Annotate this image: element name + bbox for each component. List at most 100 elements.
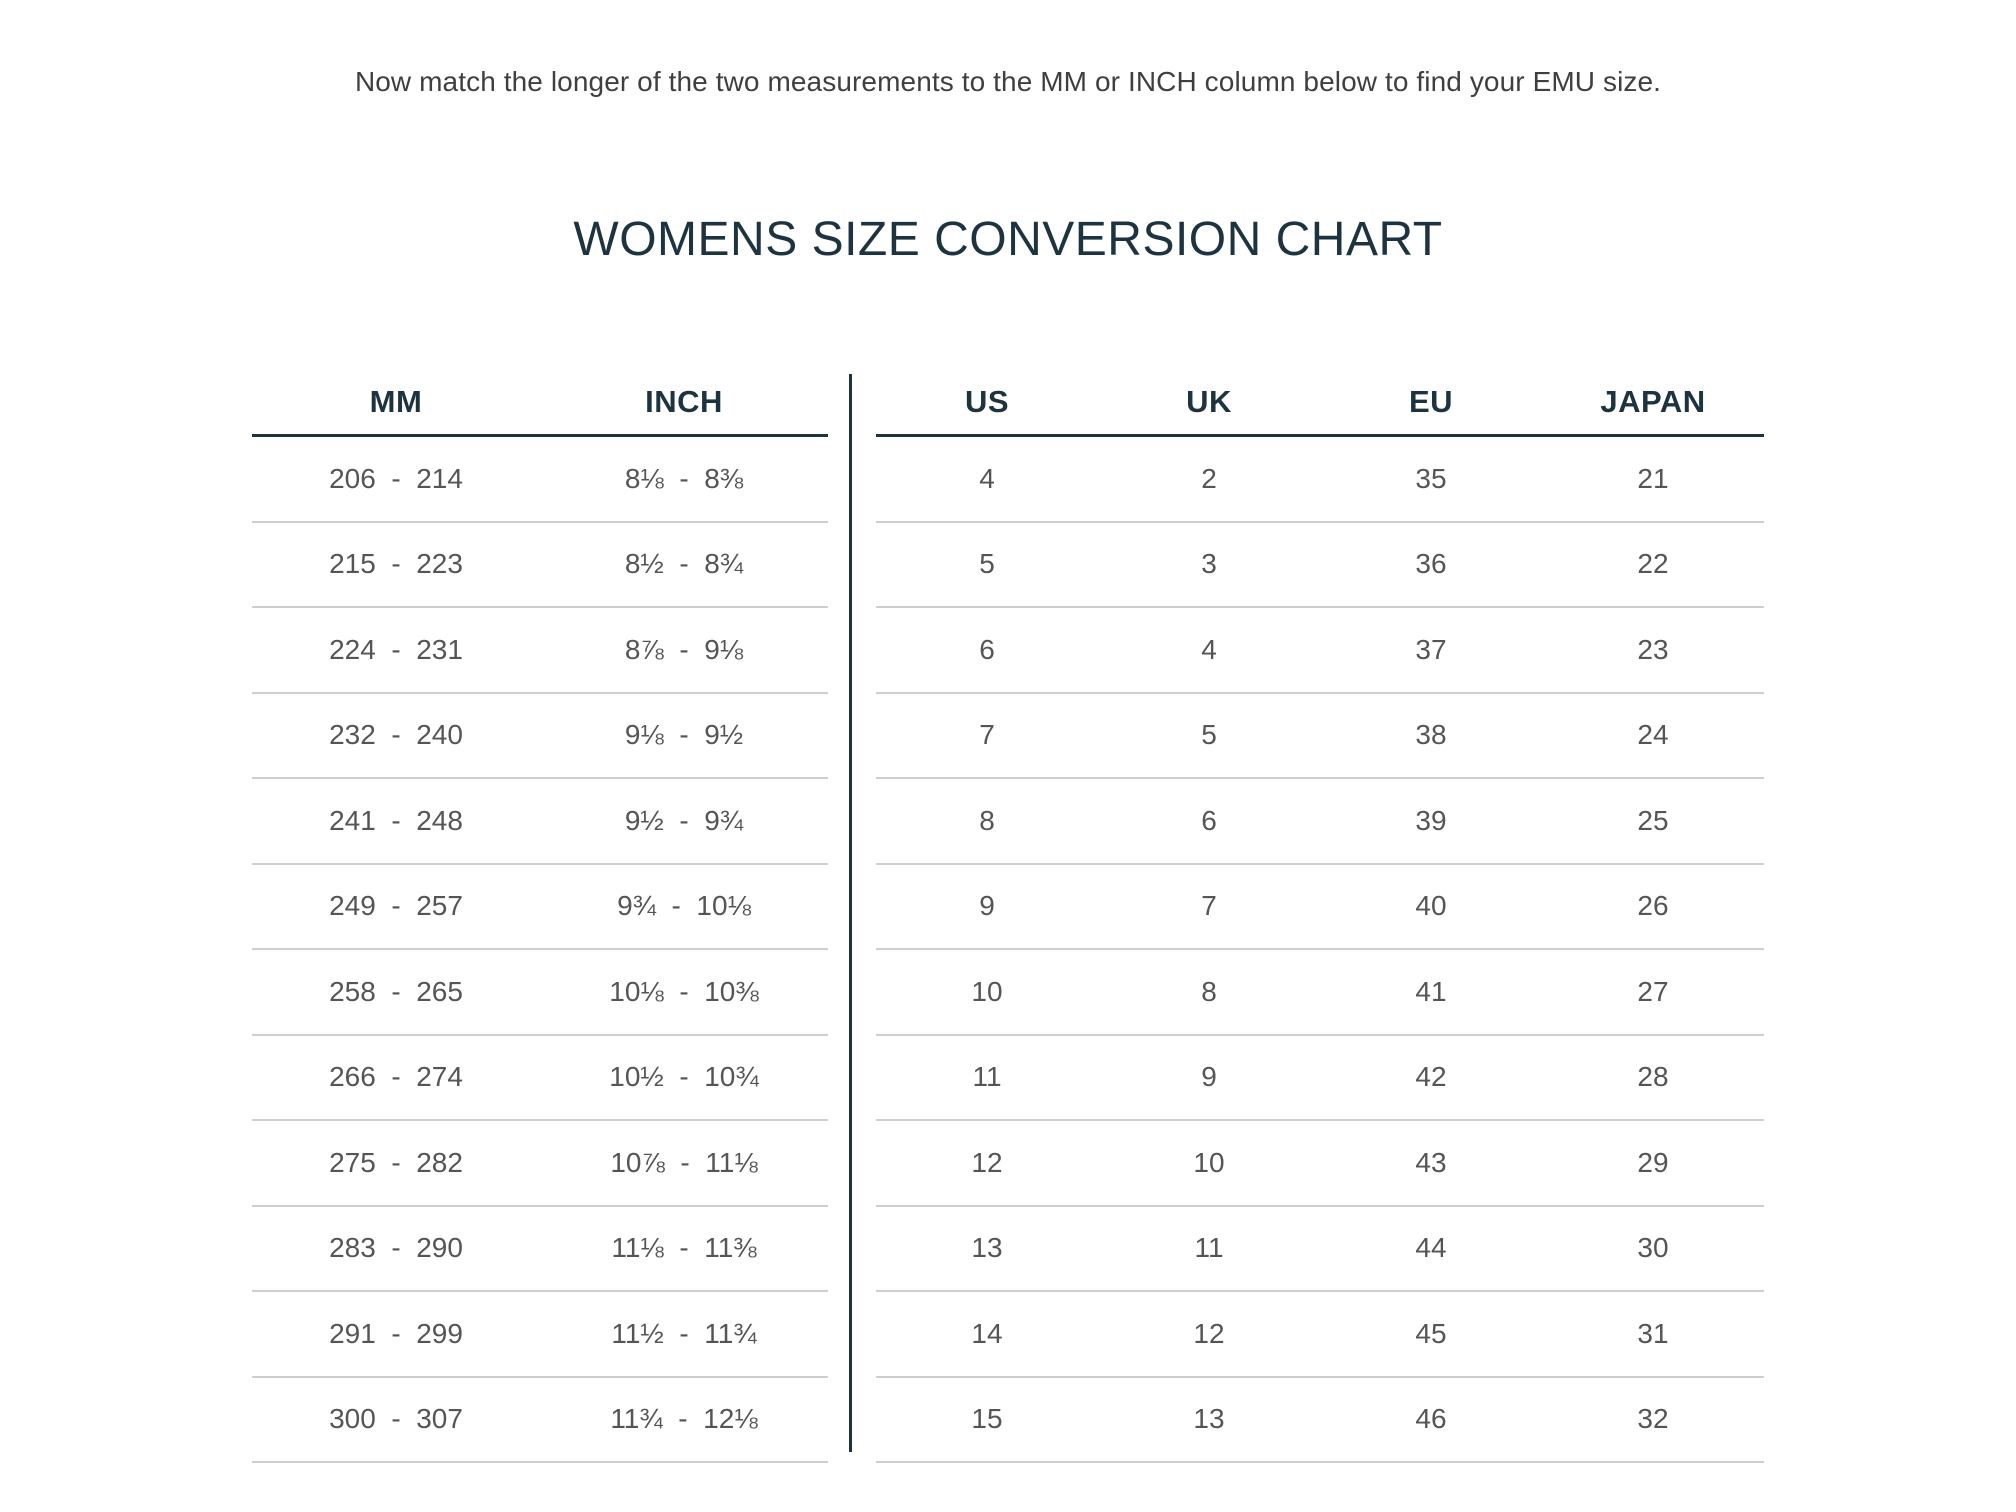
us-cell: 8: [979, 804, 995, 836]
uk-cell: 12: [1193, 1317, 1225, 1349]
mm-cell: 283 - 290: [329, 1232, 463, 1264]
us-cell: 6: [979, 633, 995, 665]
table-row: 12 10 43 29: [876, 1121, 1764, 1207]
eu-cell: 46: [1415, 1403, 1447, 1435]
header-us: US: [964, 384, 1010, 419]
japan-cell: 27: [1637, 975, 1669, 1007]
measurement-header-row: MM INCH: [252, 370, 828, 437]
table-row: 9 7 40 26: [876, 865, 1764, 950]
uk-cell: 9: [1201, 1061, 1217, 1093]
us-cell: 13: [971, 1232, 1003, 1264]
table-row: 241 - 248 9½ - 9¾: [252, 779, 828, 865]
japan-cell: 28: [1637, 1061, 1669, 1093]
inch-cell: 11½ - 11¾: [611, 1317, 757, 1349]
mm-cell: 249 - 257: [329, 890, 463, 922]
size-rows: 4 2 35 21 5 3 36 22 6 4 37 23 7 5 38 24 8 6 39 25 9 7 40 26 10 8 4…: [876, 437, 1764, 1463]
table-row: 6 4 37 23: [876, 608, 1764, 694]
japan-cell: 23: [1637, 633, 1669, 665]
us-cell: 4: [979, 462, 995, 494]
japan-cell: 29: [1637, 1146, 1669, 1178]
inch-cell: 9½ - 9¾: [624, 804, 744, 836]
uk-cell: 8: [1201, 975, 1217, 1007]
us-cell: 12: [971, 1146, 1003, 1178]
mm-cell: 215 - 223: [329, 548, 463, 580]
header-uk: UK: [1186, 384, 1232, 419]
japan-cell: 32: [1637, 1403, 1669, 1435]
eu-cell: 37: [1415, 633, 1447, 665]
eu-cell: 40: [1415, 890, 1447, 922]
japan-cell: 25: [1637, 804, 1669, 836]
header-inch: INCH: [645, 384, 723, 419]
eu-cell: 42: [1415, 1061, 1447, 1093]
inch-cell: 9⅛ - 9½: [624, 719, 744, 751]
table-row: 7 5 38 24: [876, 694, 1764, 779]
table-row: 5 3 36 22: [876, 523, 1764, 608]
table-row: 8 6 39 25: [876, 779, 1764, 865]
us-cell: 5: [979, 548, 995, 580]
inch-cell: 9¾ - 10⅛: [617, 890, 751, 922]
inch-cell: 10⅛ - 10⅜: [609, 975, 759, 1007]
eu-cell: 36: [1415, 548, 1447, 580]
mm-cell: 291 - 299: [329, 1317, 463, 1349]
instruction-text: Now match the longer of the two measurem…: [354, 66, 1662, 97]
uk-cell: 6: [1201, 804, 1217, 836]
mm-cell: 241 - 248: [329, 804, 463, 836]
eu-cell: 43: [1415, 1146, 1447, 1178]
table-row: 258 - 265 10⅛ - 10⅜: [252, 950, 828, 1036]
table-row: 215 - 223 8½ - 8¾: [252, 523, 828, 608]
japan-cell: 22: [1637, 548, 1669, 580]
table-row: 15 13 46 32: [876, 1378, 1764, 1463]
japan-cell: 30: [1637, 1232, 1669, 1264]
table-row: 206 - 214 8⅛ - 8⅜: [252, 437, 828, 523]
uk-cell: 10: [1193, 1146, 1225, 1178]
table-row: 249 - 257 9¾ - 10⅛: [252, 865, 828, 950]
inch-cell: 8⅛ - 8⅜: [624, 462, 744, 494]
us-cell: 10: [971, 975, 1003, 1007]
us-cell: 14: [971, 1317, 1003, 1349]
mm-cell: 266 - 274: [329, 1061, 463, 1093]
measurement-block: MM INCH 206 - 214 8⅛ - 8⅜ 215 - 223 8½ - 8¾…: [252, 370, 828, 1463]
eu-cell: 35: [1415, 462, 1447, 494]
inch-cell: 10½ - 10¾: [609, 1061, 759, 1093]
mm-cell: 224 - 231: [329, 633, 463, 665]
table-row: 283 - 290 11⅛ - 11⅜: [252, 1207, 828, 1292]
header-eu: EU: [1408, 384, 1454, 419]
inch-cell: 11¾ - 12⅛: [610, 1403, 758, 1435]
uk-cell: 3: [1201, 548, 1217, 580]
mm-cell: 206 - 214: [329, 462, 463, 494]
table-row: 275 - 282 10⅞ - 11⅛: [252, 1121, 828, 1207]
table-row: 4 2 35 21: [876, 437, 1764, 523]
mm-cell: 300 - 307: [329, 1403, 463, 1435]
uk-cell: 11: [1194, 1232, 1224, 1264]
uk-cell: 4: [1201, 633, 1217, 665]
table-row: 10 8 41 27: [876, 950, 1764, 1036]
table-row: 224 - 231 8⅞ - 9⅛: [252, 608, 828, 694]
uk-cell: 5: [1201, 719, 1217, 751]
size-conversion-table: MM INCH 206 - 214 8⅛ - 8⅜ 215 - 223 8½ - 8¾…: [252, 370, 1764, 1463]
mm-cell: 258 - 265: [329, 975, 463, 1007]
japan-cell: 31: [1637, 1317, 1669, 1349]
eu-cell: 41: [1415, 975, 1447, 1007]
us-cell: 15: [971, 1403, 1003, 1435]
japan-cell: 24: [1637, 719, 1669, 751]
uk-cell: 13: [1193, 1403, 1225, 1435]
measurement-rows: 206 - 214 8⅛ - 8⅜ 215 - 223 8½ - 8¾ 224 - 23…: [252, 437, 828, 1463]
table-row: 232 - 240 9⅛ - 9½: [252, 694, 828, 779]
uk-cell: 7: [1201, 890, 1217, 922]
japan-cell: 21: [1637, 462, 1669, 494]
eu-cell: 45: [1415, 1317, 1447, 1349]
eu-cell: 44: [1415, 1232, 1447, 1264]
us-cell: 11: [972, 1061, 1002, 1093]
uk-cell: 2: [1201, 462, 1217, 494]
inch-cell: 8⅞ - 9⅛: [624, 633, 744, 665]
column-divider: [849, 374, 852, 1452]
header-mm: MM: [369, 384, 423, 419]
table-row: 300 - 307 11¾ - 12⅛: [252, 1378, 828, 1463]
table-row: 266 - 274 10½ - 10¾: [252, 1036, 828, 1121]
table-row: 11 9 42 28: [876, 1036, 1764, 1121]
eu-cell: 39: [1415, 804, 1447, 836]
header-japan: JAPAN: [1600, 384, 1706, 419]
table-row: 14 12 45 31: [876, 1292, 1764, 1378]
inch-cell: 11⅛ - 11⅜: [611, 1232, 757, 1264]
eu-cell: 38: [1415, 719, 1447, 751]
